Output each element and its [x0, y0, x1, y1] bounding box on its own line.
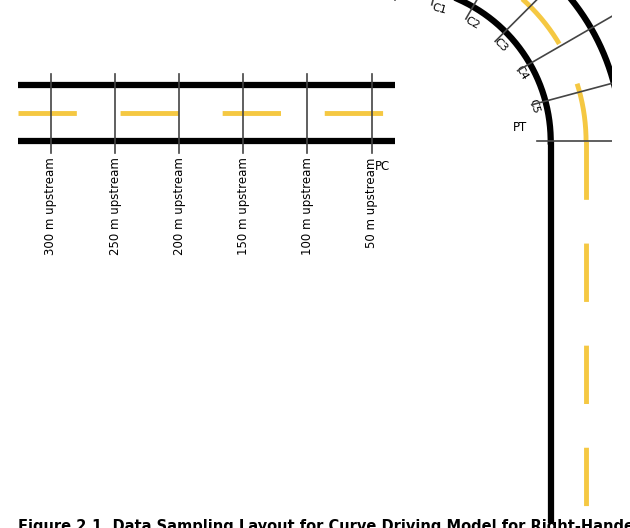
Text: C1: C1 [430, 3, 447, 16]
Text: C2: C2 [464, 15, 481, 31]
Text: 100 m upstream: 100 m upstream [301, 157, 314, 256]
Text: 300 m upstream: 300 m upstream [45, 157, 57, 255]
Text: 50 m upstream: 50 m upstream [365, 157, 378, 248]
Text: PT: PT [513, 121, 527, 134]
Text: C4: C4 [513, 64, 530, 82]
Text: PC: PC [375, 161, 391, 173]
Text: C5: C5 [527, 98, 541, 115]
Text: 150 m upstream: 150 m upstream [237, 157, 250, 256]
Text: 250 m upstream: 250 m upstream [108, 157, 122, 256]
Text: 200 m upstream: 200 m upstream [173, 157, 186, 256]
Text: C3: C3 [492, 36, 509, 53]
Text: Figure 2.1  Data Sampling Layout for Curve Driving Model for Right-Handed Curve: Figure 2.1 Data Sampling Layout for Curv… [18, 518, 630, 528]
